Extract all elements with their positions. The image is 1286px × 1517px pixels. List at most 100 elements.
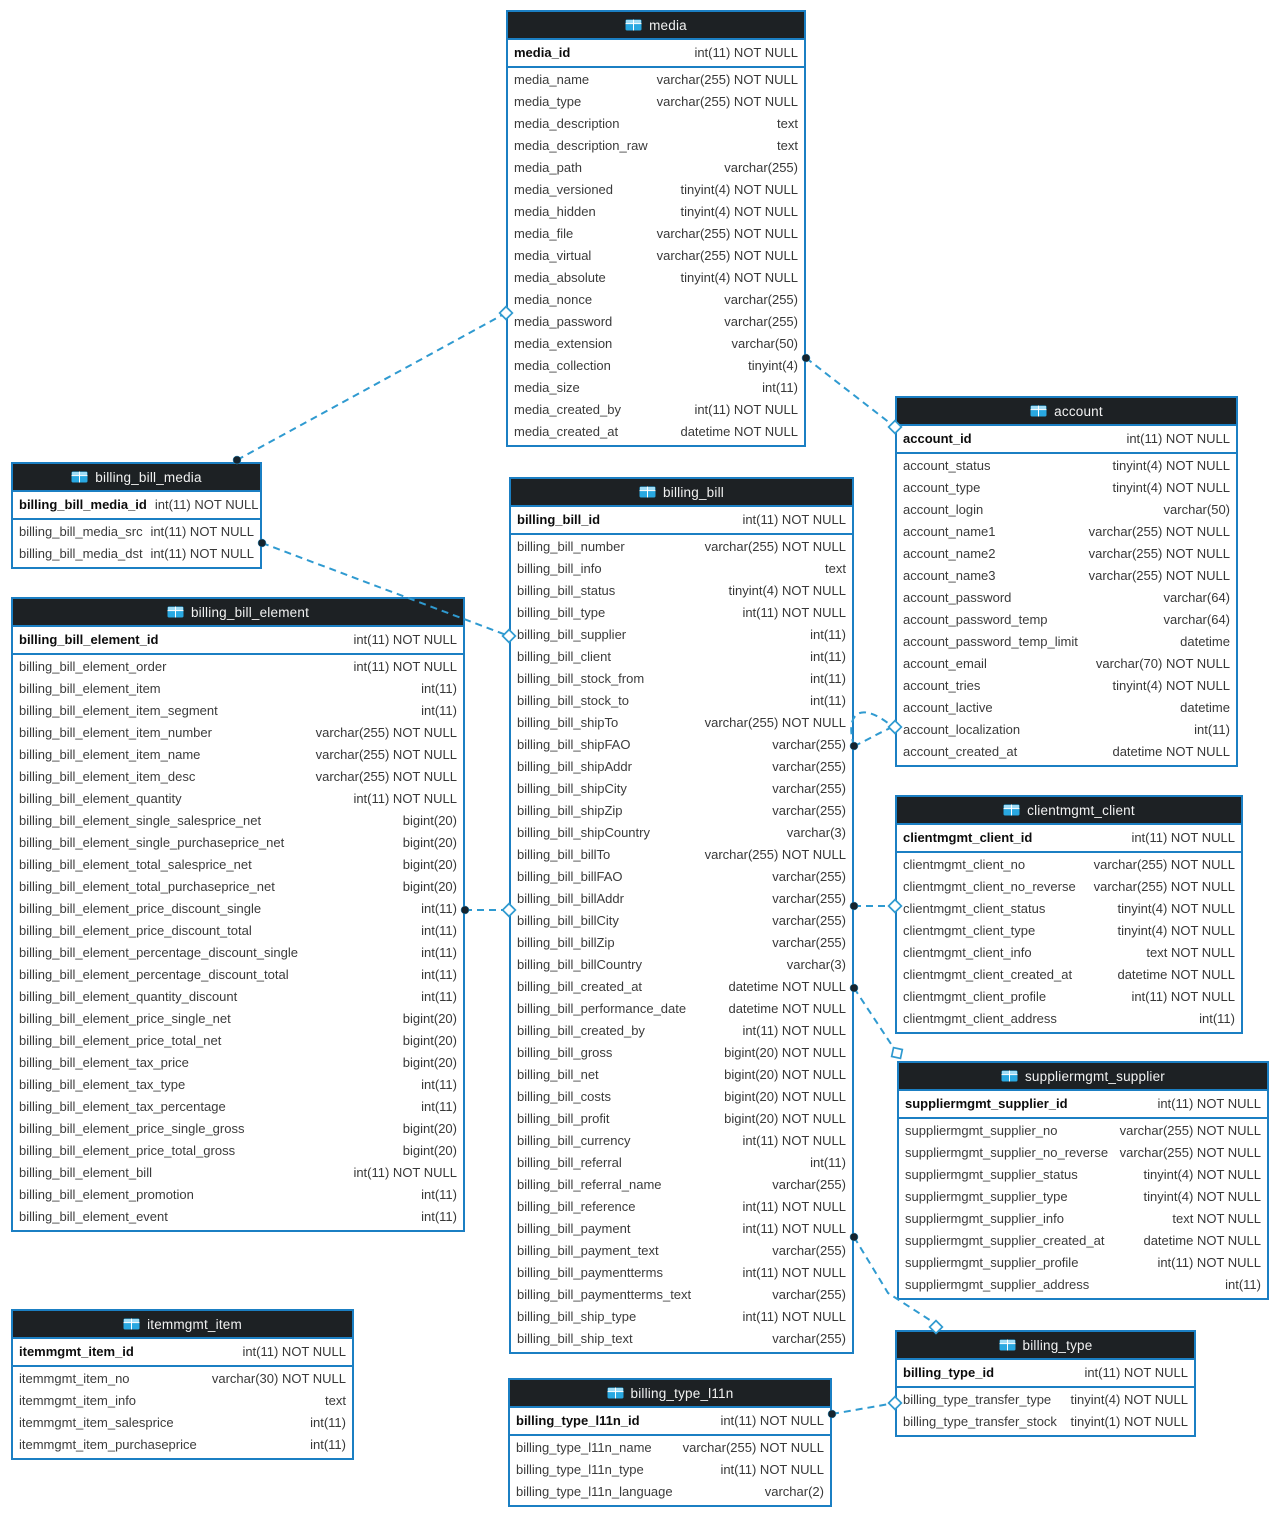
field-row[interactable]: billing_bill_billFAO varchar(255)	[511, 866, 852, 888]
field-row[interactable]: suppliermgmt_supplier_info text NOT NULL	[899, 1208, 1267, 1230]
relationship-billing_bill_element-billing_bill[interactable]	[460, 902, 517, 918]
field-row[interactable]: suppliermgmt_supplier_no varchar(255) NOT…	[899, 1120, 1267, 1142]
table-header[interactable]: suppliermgmt_supplier	[899, 1063, 1267, 1091]
primary-key-row[interactable]: media_id int(11) NOT NULL	[508, 40, 804, 68]
field-row[interactable]: billing_bill_element_price_total_gross bi…	[13, 1140, 463, 1162]
field-row[interactable]: media_virtual varchar(255) NOT NULL	[508, 245, 804, 267]
field-row[interactable]: suppliermgmt_supplier_no_reverse varchar(…	[899, 1142, 1267, 1164]
field-row[interactable]: account_type tinyint(4) NOT NULL	[897, 477, 1236, 499]
field-row[interactable]: media_description_raw text	[508, 135, 804, 157]
table-billing_bill_media[interactable]: billing_bill_media billing_bill_media_id i…	[11, 462, 262, 569]
field-row[interactable]: billing_type_l11n_language varchar(2)	[510, 1481, 830, 1503]
field-row[interactable]: billing_bill_element_quantity_discount in…	[13, 986, 463, 1008]
primary-key-row[interactable]: account_id int(11) NOT NULL	[897, 426, 1236, 454]
table-billing_bill[interactable]: billing_bill billing_bill_id int(11) NOT N…	[509, 477, 854, 1354]
field-row[interactable]: billing_bill_element_item int(11)	[13, 678, 463, 700]
field-row[interactable]: billing_bill_element_item_number varchar(…	[13, 722, 463, 744]
field-row[interactable]: account_password varchar(64)	[897, 587, 1236, 609]
field-row[interactable]: billing_bill_stock_from int(11)	[511, 668, 852, 690]
field-row[interactable]: media_absolute tinyint(4) NOT NULL	[508, 267, 804, 289]
field-row[interactable]: billing_bill_element_single_salesprice_n…	[13, 810, 463, 832]
field-row[interactable]: clientmgmt_client_no varchar(255) NOT NUL…	[897, 854, 1241, 876]
field-row[interactable]: account_name1 varchar(255) NOT NULL	[897, 521, 1236, 543]
field-row[interactable]: billing_bill_payment_text varchar(255)	[511, 1240, 852, 1262]
relationship-billing_bill_media-media[interactable]	[232, 305, 514, 465]
field-row[interactable]: billing_bill_currency int(11) NOT NULL	[511, 1130, 852, 1152]
field-row[interactable]: billing_bill_info text	[511, 558, 852, 580]
field-row[interactable]: account_lactive datetime	[897, 697, 1236, 719]
field-row[interactable]: billing_bill_element_item_desc varchar(25…	[13, 766, 463, 788]
field-row[interactable]: account_email varchar(70) NOT NULL	[897, 653, 1236, 675]
field-row[interactable]: media_versioned tinyint(4) NOT NULL	[508, 179, 804, 201]
field-row[interactable]: account_created_at datetime NOT NULL	[897, 741, 1236, 763]
field-row[interactable]: media_extension varchar(50)	[508, 333, 804, 355]
field-row[interactable]: billing_bill_shipTo varchar(255) NOT NULL	[511, 712, 852, 734]
field-row[interactable]: billing_bill_status tinyint(4) NOT NULL	[511, 580, 852, 602]
field-row[interactable]: billing_bill_element_price_single_net big…	[13, 1008, 463, 1030]
field-row[interactable]: clientmgmt_client_created_at datetime NOT…	[897, 964, 1241, 986]
field-row[interactable]: billing_bill_media_dst int(11) NOT NULL	[13, 543, 260, 565]
field-row[interactable]: account_localization int(11)	[897, 719, 1236, 741]
field-row[interactable]: billing_bill_element_promotion int(11)	[13, 1184, 463, 1206]
table-header[interactable]: billing_bill	[511, 479, 852, 507]
field-row[interactable]: itemmgmt_item_salesprice int(11)	[13, 1412, 352, 1434]
relationship-media-account[interactable]	[801, 353, 903, 435]
relationship-billing_type_l11n-billing_type[interactable]	[827, 1395, 903, 1419]
field-row[interactable]: billing_bill_element_tax_percentage int(1…	[13, 1096, 463, 1118]
field-row[interactable]: billing_bill_element_tax_type int(11)	[13, 1074, 463, 1096]
field-row[interactable]: billing_bill_net bigint(20) NOT NULL	[511, 1064, 852, 1086]
field-row[interactable]: clientmgmt_client_address int(11)	[897, 1008, 1241, 1030]
field-row[interactable]: billing_bill_element_price_discount_tota…	[13, 920, 463, 942]
table-billing_bill_element[interactable]: billing_bill_element billing_bill_element…	[11, 597, 465, 1232]
field-row[interactable]: media_collection tinyint(4)	[508, 355, 804, 377]
primary-key-row[interactable]: clientmgmt_client_id int(11) NOT NULL	[897, 825, 1241, 853]
field-row[interactable]: billing_bill_element_percentage_discount…	[13, 942, 463, 964]
field-row[interactable]: suppliermgmt_supplier_address int(11)	[899, 1274, 1267, 1296]
field-row[interactable]: billing_bill_referral int(11)	[511, 1152, 852, 1174]
field-row[interactable]: itemmgmt_item_no varchar(30) NOT NULL	[13, 1368, 352, 1390]
field-row[interactable]: account_name3 varchar(255) NOT NULL	[897, 565, 1236, 587]
primary-key-row[interactable]: suppliermgmt_supplier_id int(11) NOT NULL	[899, 1091, 1267, 1119]
field-row[interactable]: clientmgmt_client_status tinyint(4) NOT N…	[897, 898, 1241, 920]
field-row[interactable]: billing_type_transfer_type tinyint(4) NOT…	[897, 1389, 1194, 1411]
table-header[interactable]: billing_type	[897, 1332, 1194, 1360]
field-row[interactable]: billing_bill_performance_date datetime NO…	[511, 998, 852, 1020]
field-row[interactable]: billing_bill_element_bill int(11) NOT NUL…	[13, 1162, 463, 1184]
table-billing_type_l11n[interactable]: billing_type_l11n billing_type_l11n_id int…	[508, 1378, 832, 1507]
field-row[interactable]: billing_bill_costs bigint(20) NOT NULL	[511, 1086, 852, 1108]
field-row[interactable]: billing_bill_profit bigint(20) NOT NULL	[511, 1108, 852, 1130]
field-row[interactable]: media_created_by int(11) NOT NULL	[508, 399, 804, 421]
field-row[interactable]: clientmgmt_client_type tinyint(4) NOT NUL…	[897, 920, 1241, 942]
field-row[interactable]: billing_bill_element_price_total_net bigi…	[13, 1030, 463, 1052]
field-row[interactable]: billing_bill_created_by int(11) NOT NULL	[511, 1020, 852, 1042]
field-row[interactable]: account_name2 varchar(255) NOT NULL	[897, 543, 1236, 565]
table-clientmgmt_client[interactable]: clientmgmt_client clientmgmt_client_id int…	[895, 795, 1243, 1034]
field-row[interactable]: billing_bill_element_price_single_gross b…	[13, 1118, 463, 1140]
field-row[interactable]: media_created_at datetime NOT NULL	[508, 421, 804, 443]
field-row[interactable]: billing_bill_shipAddr varchar(255)	[511, 756, 852, 778]
field-row[interactable]: media_type varchar(255) NOT NULL	[508, 91, 804, 113]
table-header[interactable]: account	[897, 398, 1236, 426]
field-row[interactable]: billing_bill_element_order int(11) NOT NU…	[13, 656, 463, 678]
field-row[interactable]: media_name varchar(255) NOT NULL	[508, 69, 804, 91]
field-row[interactable]: itemmgmt_item_info text	[13, 1390, 352, 1412]
field-row[interactable]: billing_bill_client int(11)	[511, 646, 852, 668]
field-row[interactable]: billing_bill_supplier int(11)	[511, 624, 852, 646]
field-row[interactable]: media_size int(11)	[508, 377, 804, 399]
table-header[interactable]: billing_bill_media	[13, 464, 260, 492]
field-row[interactable]: billing_bill_media_src int(11) NOT NULL	[13, 521, 260, 543]
field-row[interactable]: billing_bill_ship_text varchar(255)	[511, 1328, 852, 1350]
primary-key-row[interactable]: billing_type_l11n_id int(11) NOT NULL	[510, 1408, 830, 1436]
field-row[interactable]: media_description text	[508, 113, 804, 135]
field-row[interactable]: account_password_temp varchar(64)	[897, 609, 1236, 631]
field-row[interactable]: clientmgmt_client_no_reverse varchar(255)…	[897, 876, 1241, 898]
table-header[interactable]: billing_bill_element	[13, 599, 463, 627]
field-row[interactable]: billing_bill_shipZip varchar(255)	[511, 800, 852, 822]
field-row[interactable]: media_path varchar(255)	[508, 157, 804, 179]
field-row[interactable]: billing_bill_element_percentage_discount…	[13, 964, 463, 986]
field-row[interactable]: billing_bill_element_single_purchasepric…	[13, 832, 463, 854]
primary-key-row[interactable]: billing_bill_element_id int(11) NOT NULL	[13, 627, 463, 655]
primary-key-row[interactable]: billing_bill_id int(11) NOT NULL	[511, 507, 852, 535]
field-row[interactable]: suppliermgmt_supplier_status tinyint(4) N…	[899, 1164, 1267, 1186]
field-row[interactable]: account_tries tinyint(4) NOT NULL	[897, 675, 1236, 697]
